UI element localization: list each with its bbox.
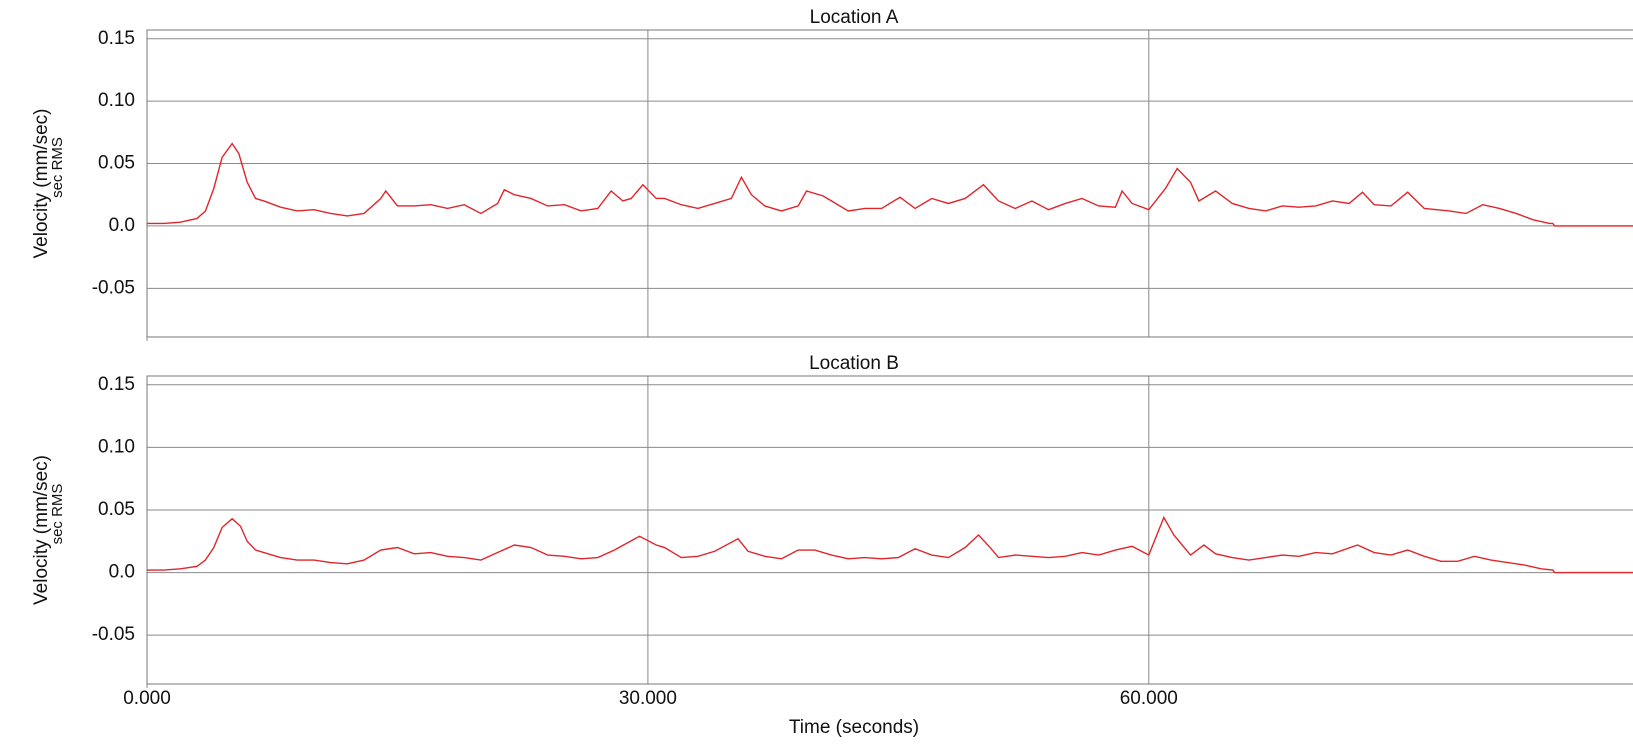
y-axis-label-sub: sec RMS bbox=[49, 137, 66, 198]
x-axis-label: Time (seconds) bbox=[789, 717, 919, 738]
x-tick-label: 30.000 bbox=[619, 688, 677, 709]
y-tick-label: 0.10 bbox=[98, 90, 135, 111]
y-axis-label: Velocity (mm/sec) bbox=[31, 109, 52, 259]
y-axis-label: Velocity (mm/sec) bbox=[31, 455, 52, 605]
y-tick-label: 0.0 bbox=[109, 215, 135, 236]
plot-frame bbox=[146, 375, 1633, 685]
y-tick-label: 0.05 bbox=[98, 499, 135, 520]
y-tick-label: -0.05 bbox=[92, 277, 135, 298]
line-series bbox=[147, 142, 1633, 227]
y-tick-label: 0.05 bbox=[98, 153, 135, 174]
y-tick-label: 0.0 bbox=[109, 562, 135, 583]
chart-title: Location A bbox=[810, 7, 899, 28]
x-tick-label: 60.000 bbox=[1120, 688, 1178, 709]
y-tick-label: -0.05 bbox=[92, 624, 135, 645]
chart-title: Location B bbox=[809, 353, 899, 374]
y-tick-label: 0.15 bbox=[98, 28, 135, 49]
y-tick-label: 0.15 bbox=[98, 374, 135, 395]
y-axis-label-sub: sec RMS bbox=[49, 484, 66, 545]
y-tick-label: 0.10 bbox=[98, 436, 135, 457]
line-series bbox=[147, 515, 1633, 574]
plot-frame bbox=[146, 29, 1633, 338]
x-tick-label: 0.000 bbox=[123, 688, 171, 709]
